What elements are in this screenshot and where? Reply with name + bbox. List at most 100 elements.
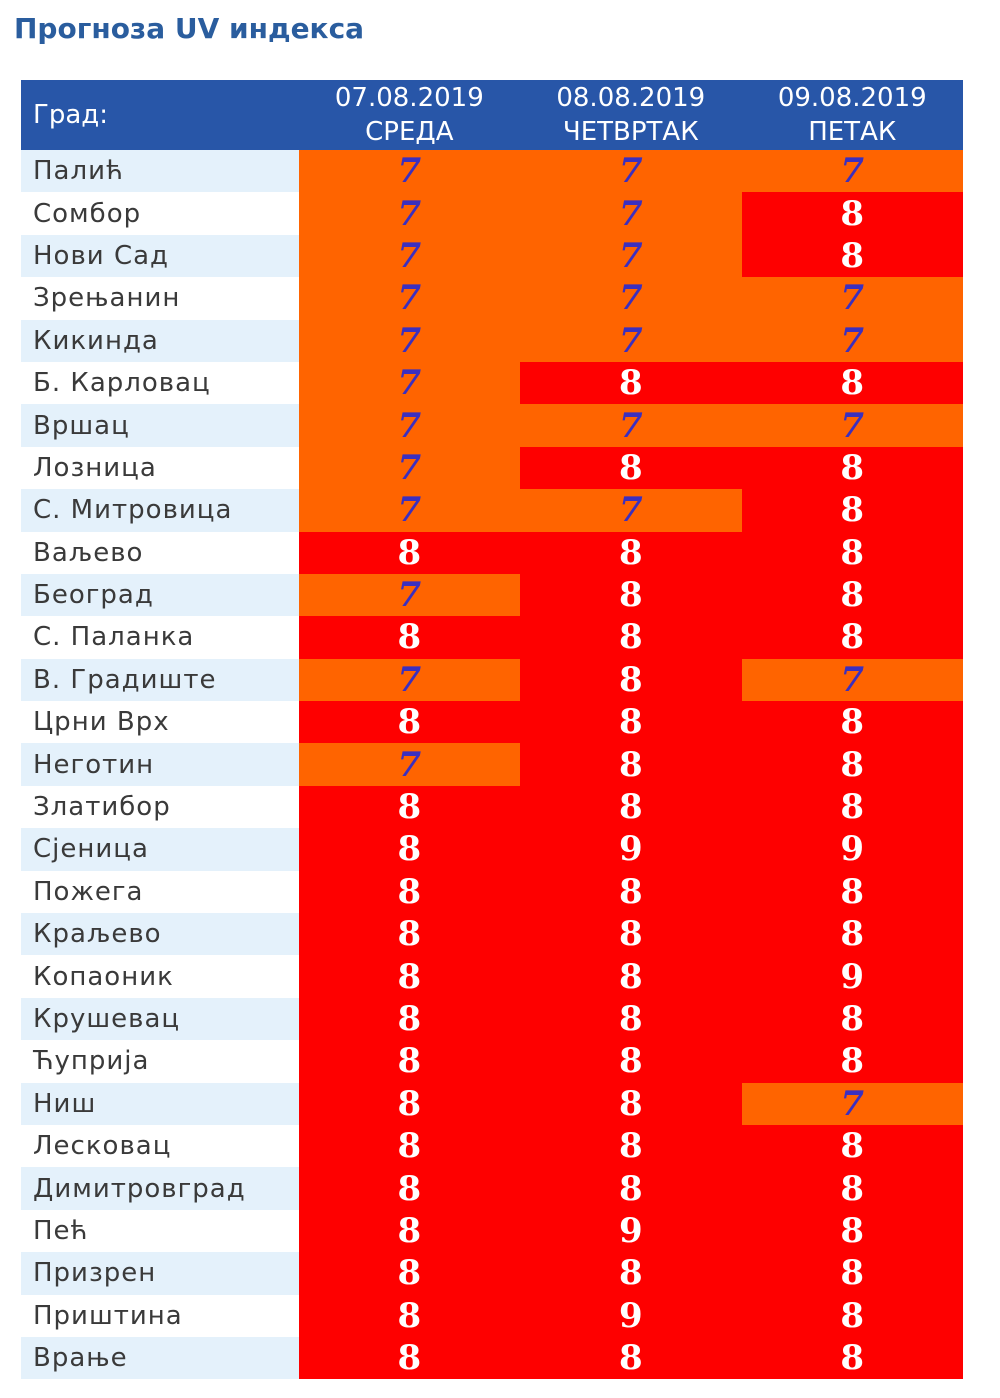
uv-index-cell: 8 [741,997,963,1041]
table-row: Ваљево 8 8 8 [21,531,963,574]
city-name: Ниш [21,1082,299,1125]
city-name: Палић [21,150,299,193]
uv-index-cell: 8 [298,616,521,659]
uv-index-cell: 8 [298,828,521,871]
city-name: Ваљево [21,531,299,574]
table-row: Б. Карловац 7 8 8 [21,361,963,405]
uv-index-cell: 8 [520,743,742,786]
uv-index-cell: 8 [520,955,742,998]
uv-index-cell: 7 [520,234,742,278]
uv-index-cell: 8 [298,870,521,914]
city-name: Вршац [21,404,299,447]
day-weekday: ЧЕТВРТАК [562,117,699,147]
uv-index-cell: 7 [298,404,521,447]
uv-index-cell: 8 [298,531,521,574]
uv-index-cell: 7 [298,192,521,235]
table-row: Београд 7 8 8 [21,573,963,617]
uv-index-cell: 8 [741,192,963,235]
uv-index-cell: 8 [298,997,521,1041]
uv-index-cell: 7 [520,319,742,362]
uv-index-cell: 8 [520,446,742,490]
city-name: Сјеница [21,828,299,871]
city-name: В. Градиште [21,658,299,702]
table-row: Ниш 8 8 7 [21,1082,963,1125]
uv-index-cell: 8 [741,913,963,956]
table-row: С. Митровица 7 7 8 [21,489,963,532]
table-row: Пожега 8 8 8 [21,870,963,914]
uv-index-cell: 7 [298,361,521,405]
uv-index-cell: 8 [520,573,742,617]
uv-index-cell: 8 [298,1082,521,1125]
uv-index-cell: 8 [298,701,521,744]
uv-index-cell: 8 [741,446,963,490]
uv-index-cell: 8 [298,1294,521,1337]
uv-index-cell: 8 [298,1167,521,1210]
uv-index-cell: 8 [741,234,963,278]
city-name: Златибор [21,785,299,829]
uv-forecast-table: Град: 07.08.2019 СРЕДА 08.08.2019 ЧЕТВРТ… [21,80,963,1380]
table-row: Зрењанин 7 7 7 [21,277,963,320]
uv-index-cell: 8 [298,1124,521,1168]
uv-index-cell: 7 [741,658,963,702]
uv-index-cell: 8 [520,1167,742,1210]
uv-index-cell: 8 [520,658,742,702]
uv-index-cell: 7 [520,404,742,447]
uv-index-cell: 8 [741,1040,963,1083]
table-row: Црни Врх 8 8 8 [21,701,963,744]
city-name: Пожега [21,870,299,914]
uv-index-cell: 9 [520,1209,742,1253]
day-column-header: 08.08.2019 ЧЕТВРТАК [520,80,742,150]
city-name: С. Митровица [21,489,299,532]
table-row: Вршац 7 7 7 [21,404,963,447]
day-date: 09.08.2019 [777,83,927,113]
city-name: Сомбор [21,192,299,235]
uv-index-cell: 7 [741,1082,963,1125]
table-row: С. Паланка 8 8 8 [21,616,963,659]
uv-index-cell: 7 [520,489,742,532]
uv-index-cell: 7 [741,319,963,362]
uv-index-cell: 8 [520,701,742,744]
uv-index-cell: 7 [298,658,521,702]
uv-index-cell: 8 [741,489,963,532]
table-row: Лесковац 8 8 8 [21,1124,963,1168]
uv-index-cell: 7 [298,234,521,278]
uv-index-cell: 8 [298,1209,521,1253]
day-weekday: СРЕДА [365,117,454,147]
header-row: Град: 07.08.2019 СРЕДА 08.08.2019 ЧЕТВРТ… [21,80,963,150]
uv-index-cell: 8 [741,785,963,829]
uv-index-cell: 7 [298,446,521,490]
table-row: Сомбор 7 7 8 [21,192,963,235]
city-name: Ћуприја [21,1040,299,1083]
uv-index-cell: 8 [741,1209,963,1253]
table-row: Сјеница 8 9 9 [21,828,963,871]
table-row: Ћуприја 8 8 8 [21,1040,963,1083]
day-column-header: 09.08.2019 ПЕТАК [741,80,963,150]
uv-index-cell: 7 [741,404,963,447]
table-row: Приштина 8 9 8 [21,1294,963,1337]
city-name: Димитровград [21,1167,299,1210]
page-title: Прогноза UV индекса [14,12,365,45]
uv-index-cell: 8 [520,616,742,659]
uv-index-cell: 8 [520,870,742,914]
uv-index-cell: 7 [520,150,742,193]
table-row: Призрен 8 8 8 [21,1252,963,1295]
table-row: Неготин 7 8 8 [21,743,963,786]
city-name: Приштина [21,1294,299,1337]
uv-index-cell: 8 [741,701,963,744]
city-name: Призрен [21,1252,299,1295]
day-column-header: 07.08.2019 СРЕДА [298,80,521,150]
uv-index-cell: 9 [520,1294,742,1337]
uv-index-cell: 8 [741,870,963,914]
city-name: Б. Карловац [21,361,299,405]
uv-index-cell: 8 [741,573,963,617]
uv-index-cell: 8 [520,1252,742,1295]
uv-index-cell: 7 [741,277,963,320]
table-row: Димитровград 8 8 8 [21,1167,963,1210]
uv-index-cell: 7 [298,489,521,532]
uv-index-cell: 8 [741,1252,963,1295]
table-header: Град: 07.08.2019 СРЕДА 08.08.2019 ЧЕТВРТ… [21,80,963,150]
uv-index-cell: 8 [741,531,963,574]
table-row: Пећ 8 9 8 [21,1209,963,1253]
city-column-header: Град: [21,80,299,150]
uv-index-cell: 8 [741,1124,963,1168]
